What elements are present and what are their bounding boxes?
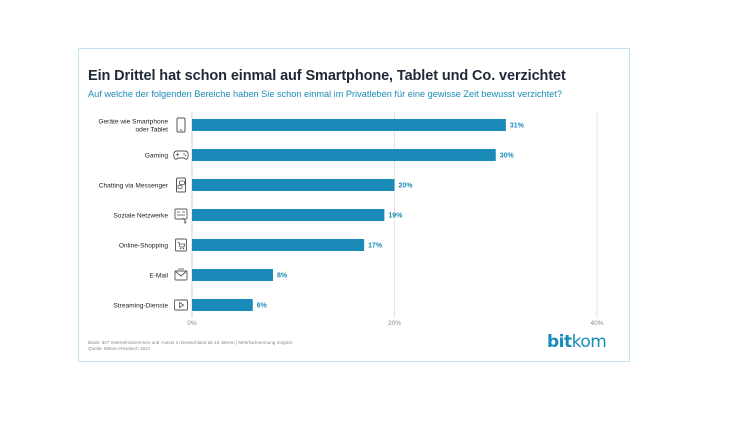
category-label: E-Mail [149,273,168,280]
bar [192,179,395,191]
category-label: Soziale Netzwerke [113,213,168,220]
chart-notes: Basis: 807 Internetnutzerinnen und -nutz… [88,340,292,352]
email-icon [174,268,188,281]
smartphone-icon [176,117,186,133]
bitkom-logo: bitkom [547,332,607,352]
streaming-icon [174,299,188,311]
source-note: Quelle: Bitkom Research 2021 [88,346,151,351]
bar [192,239,365,251]
base-note: Basis: 807 Internetnutzerinnen und -nutz… [88,340,293,345]
x-tick-label: 40% [590,320,603,327]
chart-subtitle: Auf welche der folgenden Bereiche haben … [88,89,562,99]
category-label: Streaming-Dienste [113,303,168,310]
chart-card [78,48,630,362]
social-network-icon [174,208,188,225]
gamepad-icon [173,150,189,160]
value-label: 31% [510,123,525,130]
value-label: 8% [277,273,288,280]
bar [192,269,273,281]
category-label: Geräte wie Smartphone oder Tablet [98,119,168,134]
category-label: Online-Shopping [119,243,168,250]
value-label: 6% [257,303,268,310]
shopping-cart-icon [175,238,187,252]
category-label: Gaming [145,153,168,160]
x-tick-label: 0% [187,320,197,327]
chart-title: Ein Drittel hat schon einmal auf Smartph… [88,68,566,84]
value-label: 30% [500,153,515,160]
bar [192,149,496,161]
category-label: Chatting via Messenger [99,183,169,190]
value-label: 17% [368,243,383,250]
bar [192,119,506,131]
x-tick-label: 20% [388,320,401,327]
bar [192,299,253,311]
bar [192,209,385,221]
value-label: 19% [388,213,403,220]
logo-bold: bit [547,332,572,352]
logo-regular: kom [571,332,607,352]
value-label: 20% [399,183,414,190]
messenger-icon [176,177,186,193]
